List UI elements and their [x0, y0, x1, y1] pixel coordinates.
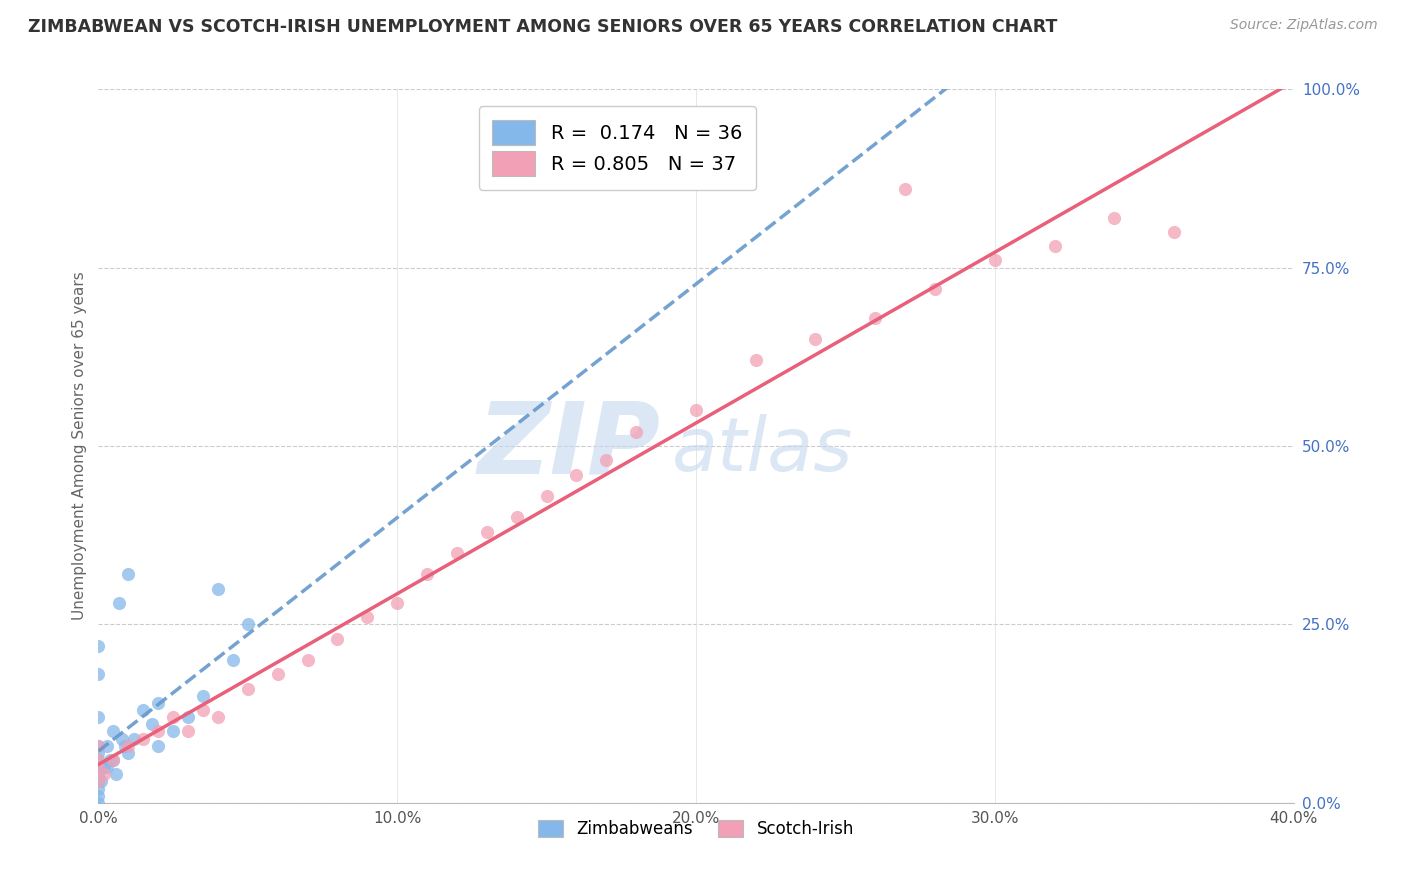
Point: [132, 703, 155, 717]
Point: [1163, 225, 1185, 239]
Point: [148, 724, 170, 739]
Point: [222, 653, 245, 667]
Point: [236, 681, 259, 696]
Point: [924, 282, 946, 296]
Point: [1043, 239, 1066, 253]
Point: [117, 746, 139, 760]
Text: atlas: atlas: [672, 414, 853, 485]
Point: [475, 524, 498, 539]
Point: [87, 760, 110, 774]
Point: [96, 739, 118, 753]
Point: [87, 710, 110, 724]
Text: ZIMBABWEAN VS SCOTCH-IRISH UNEMPLOYMENT AMONG SENIORS OVER 65 YEARS CORRELATION : ZIMBABWEAN VS SCOTCH-IRISH UNEMPLOYMENT …: [28, 18, 1057, 36]
Point: [565, 467, 588, 482]
Point: [267, 667, 290, 681]
Y-axis label: Unemployment Among Seniors over 65 years: Unemployment Among Seniors over 65 years: [72, 272, 87, 620]
Point: [87, 774, 110, 789]
Point: [87, 639, 110, 653]
Point: [894, 182, 917, 196]
Point: [356, 610, 378, 624]
Point: [87, 767, 110, 781]
Point: [93, 767, 115, 781]
Point: [108, 596, 131, 610]
Point: [236, 617, 259, 632]
Point: [804, 332, 827, 346]
Point: [111, 731, 134, 746]
Point: [685, 403, 707, 417]
Point: [87, 760, 110, 774]
Point: [98, 753, 122, 767]
Point: [207, 710, 229, 724]
Point: [96, 760, 118, 774]
Point: [90, 774, 112, 789]
Point: [87, 739, 110, 753]
Point: [124, 731, 146, 746]
Text: Source: ZipAtlas.com: Source: ZipAtlas.com: [1230, 18, 1378, 32]
Point: [132, 731, 155, 746]
Point: [87, 667, 110, 681]
Point: [87, 753, 110, 767]
Point: [87, 753, 110, 767]
Point: [87, 781, 110, 796]
Point: [865, 310, 887, 325]
Point: [536, 489, 558, 503]
Point: [297, 653, 319, 667]
Point: [141, 717, 163, 731]
Legend: Zimbabweans, Scotch-Irish: Zimbabweans, Scotch-Irish: [531, 813, 860, 845]
Point: [103, 753, 125, 767]
Point: [595, 453, 617, 467]
Point: [148, 739, 170, 753]
Point: [87, 774, 110, 789]
Text: ZIP: ZIP: [477, 398, 661, 494]
Point: [148, 696, 170, 710]
Point: [191, 703, 214, 717]
Point: [105, 767, 128, 781]
Point: [87, 796, 110, 810]
Point: [207, 582, 229, 596]
Point: [506, 510, 529, 524]
Point: [162, 724, 184, 739]
Point: [162, 710, 184, 724]
Point: [745, 353, 768, 368]
Point: [177, 724, 200, 739]
Point: [1104, 211, 1126, 225]
Point: [446, 546, 468, 560]
Point: [416, 567, 439, 582]
Point: [984, 253, 1007, 268]
Point: [177, 710, 200, 724]
Point: [326, 632, 349, 646]
Point: [191, 689, 214, 703]
Point: [103, 724, 125, 739]
Point: [87, 746, 110, 760]
Point: [87, 739, 110, 753]
Point: [114, 739, 136, 753]
Point: [103, 753, 125, 767]
Point: [87, 789, 110, 803]
Point: [117, 739, 139, 753]
Point: [626, 425, 648, 439]
Point: [117, 567, 139, 582]
Point: [93, 760, 115, 774]
Point: [385, 596, 409, 610]
